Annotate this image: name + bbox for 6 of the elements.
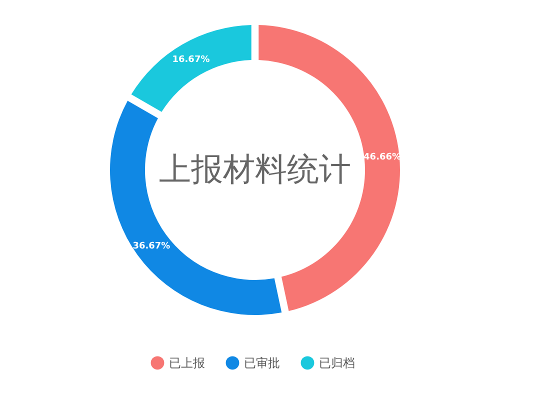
legend-label: 已归档 (319, 356, 355, 370)
text: 上报材料统计 (159, 150, 351, 188)
data-label: 36.67% (132, 241, 170, 252)
data-label: 16.67% (172, 55, 210, 66)
legend-label: 已上报 (169, 356, 205, 370)
legend-label: 已审批 (244, 356, 280, 370)
